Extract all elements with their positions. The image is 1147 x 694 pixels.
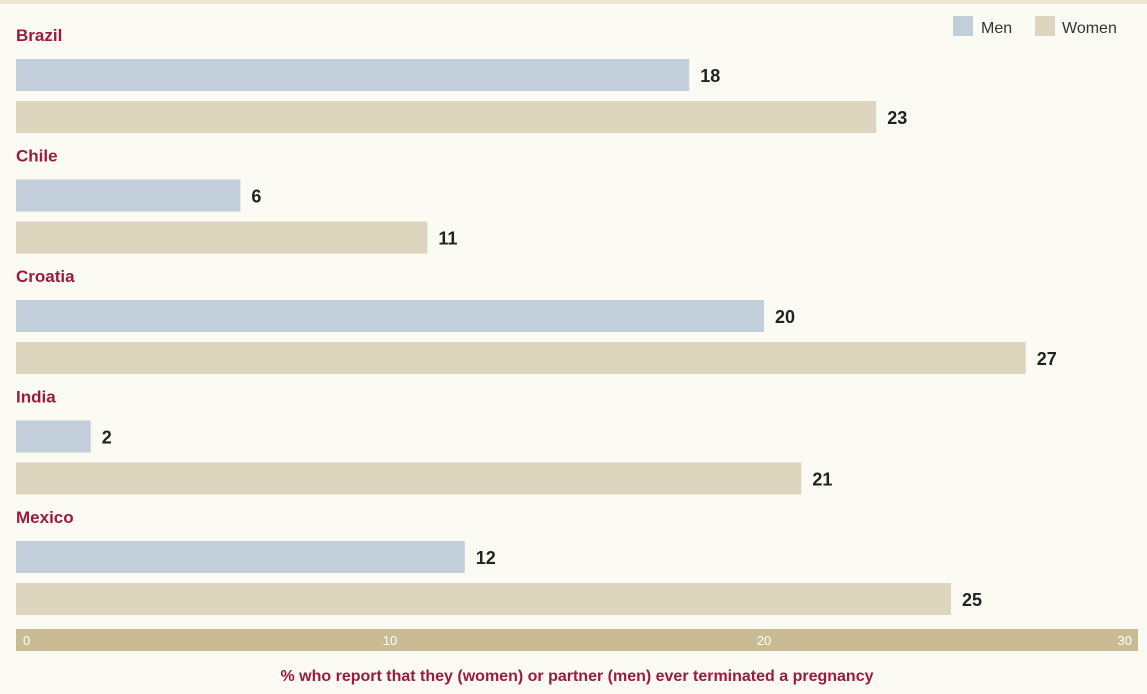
category-label: Mexico [16, 508, 74, 527]
x-tick-label: 0 [23, 633, 30, 648]
top-border [0, 0, 1147, 4]
bar-men [16, 420, 91, 453]
category-label: Croatia [16, 267, 75, 286]
category-label: India [16, 388, 56, 407]
data-label: 23 [887, 108, 907, 128]
data-label: 20 [775, 307, 795, 327]
data-label: 12 [476, 548, 496, 568]
bar-men [16, 59, 690, 91]
bar-men [16, 179, 241, 212]
category-label: Chile [16, 147, 58, 166]
data-label: 21 [812, 470, 832, 490]
x-axis-ticks: 0 10 20 30 [23, 633, 1132, 648]
data-label: 11 [438, 229, 457, 249]
legend-swatch-men [953, 16, 973, 36]
data-label: 2 [102, 428, 112, 448]
x-tick-label: 20 [757, 633, 771, 648]
data-label: 25 [962, 590, 982, 610]
bar-women [16, 342, 1026, 374]
legend: Men Women [953, 16, 1117, 37]
bar-women [16, 221, 428, 254]
data-label: 18 [700, 66, 720, 86]
data-label: 27 [1037, 349, 1057, 369]
data-label: 6 [251, 187, 261, 207]
legend-swatch-women [1035, 16, 1055, 36]
bar-women [16, 101, 877, 133]
bars: Brazil 18 23 Chile 6 11 Croatia 20 27 India 2 21 Mex… [16, 26, 1057, 615]
bar-men [16, 541, 465, 573]
x-axis-band [16, 629, 1138, 651]
legend-label-women: Women [1062, 20, 1117, 37]
bar-women [16, 583, 951, 615]
bar-men [16, 300, 764, 332]
bar-women [16, 462, 802, 495]
x-tick-label: 30 [1118, 633, 1132, 648]
x-tick-label: 10 [383, 633, 397, 648]
legend-label-men: Men [981, 20, 1012, 37]
x-axis-label: % who report that they (women) or partne… [281, 668, 874, 685]
category-label: Brazil [16, 26, 62, 45]
